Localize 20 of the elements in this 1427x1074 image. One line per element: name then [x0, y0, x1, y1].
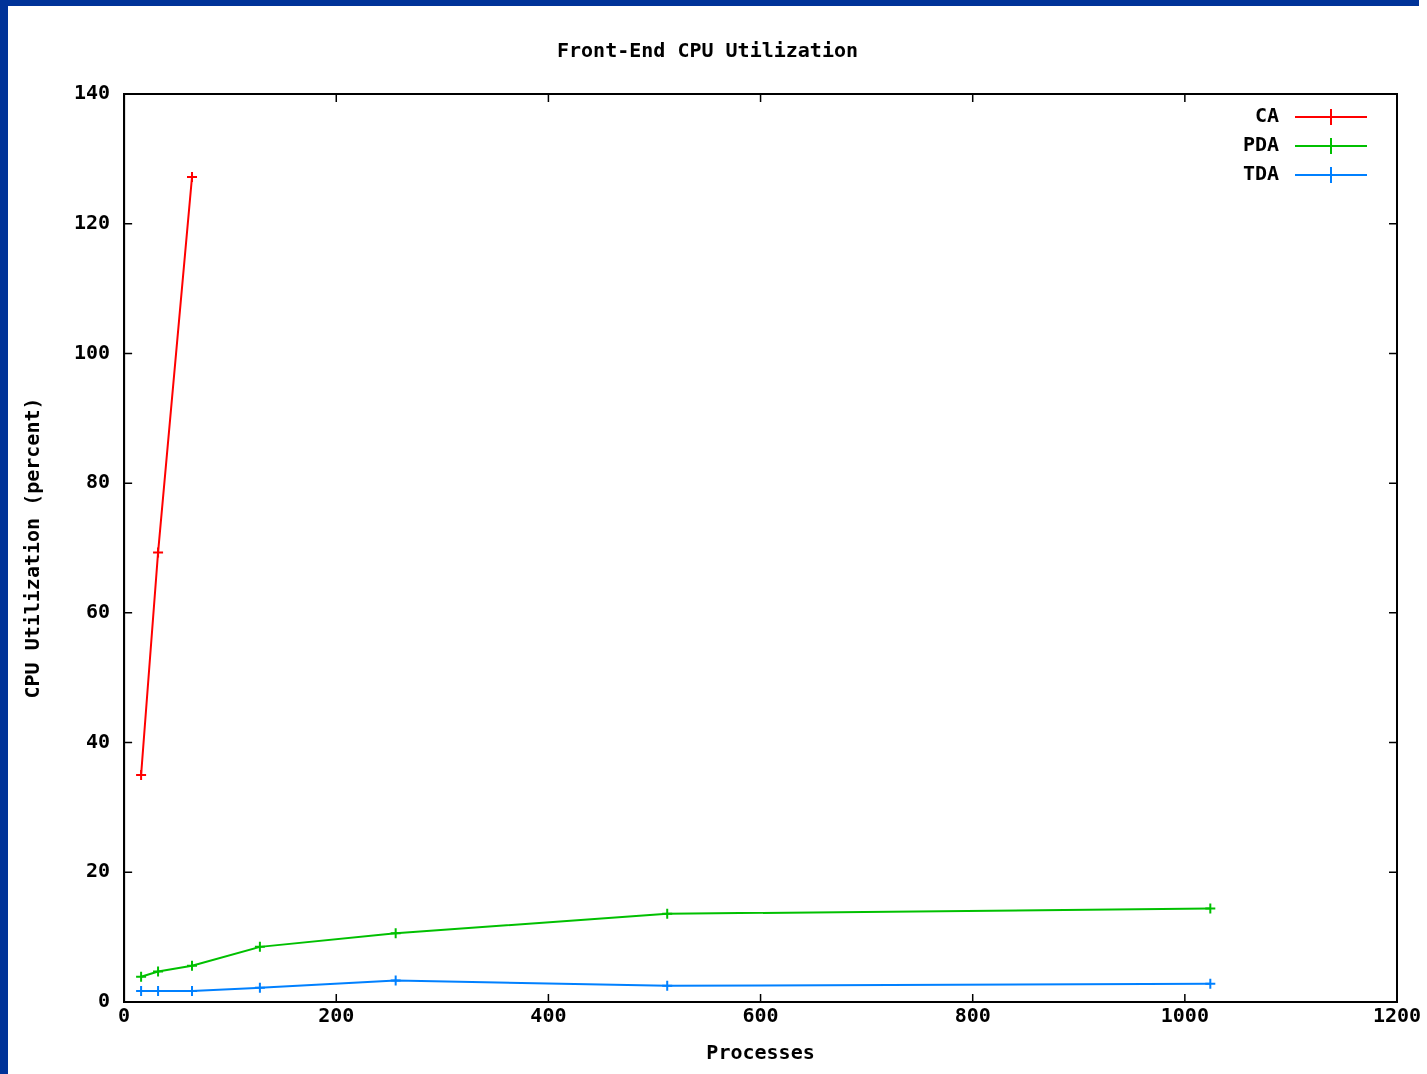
- chart-title: Front-End CPU Utilization: [556, 38, 859, 63]
- y-tick-label: 140: [74, 80, 111, 105]
- legend-label: CA: [1254, 103, 1279, 128]
- x-tick-label: 600: [742, 1003, 779, 1028]
- x-axis-title: Processes: [706, 1040, 815, 1065]
- y-tick-label: 80: [86, 469, 111, 494]
- y-tick-label: 20: [86, 858, 111, 883]
- legend-label: TDA: [1242, 161, 1279, 186]
- x-tick-label: 1200: [1372, 1003, 1422, 1028]
- y-axis-title: CPU Utilization (percent): [20, 397, 45, 699]
- y-tick-label: 40: [86, 728, 111, 753]
- y-tick-label: 60: [86, 599, 111, 624]
- legend-label: PDA: [1242, 132, 1279, 157]
- y-tick-label: 120: [74, 209, 111, 234]
- y-tick-label: 100: [74, 339, 111, 364]
- x-tick-label: 1000: [1160, 1003, 1209, 1028]
- x-tick-label: 400: [530, 1003, 567, 1028]
- x-tick-label: 200: [318, 1003, 355, 1028]
- x-tick-label: 800: [954, 1003, 991, 1028]
- x-tick-label: 0: [118, 1003, 131, 1028]
